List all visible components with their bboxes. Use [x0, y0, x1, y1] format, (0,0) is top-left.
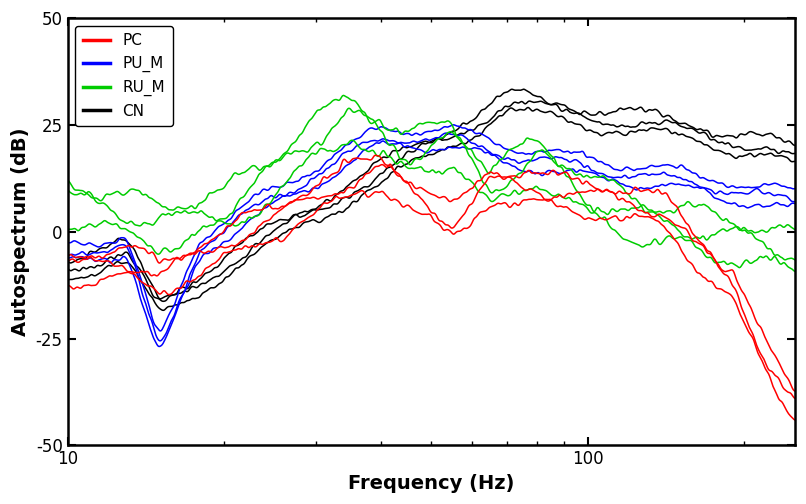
Y-axis label: Autospectrum (dB): Autospectrum (dB)	[11, 128, 30, 336]
Legend: PC, PU_M, RU_M, CN: PC, PU_M, RU_M, CN	[75, 26, 172, 127]
X-axis label: Frequency (Hz): Frequency (Hz)	[348, 474, 514, 493]
